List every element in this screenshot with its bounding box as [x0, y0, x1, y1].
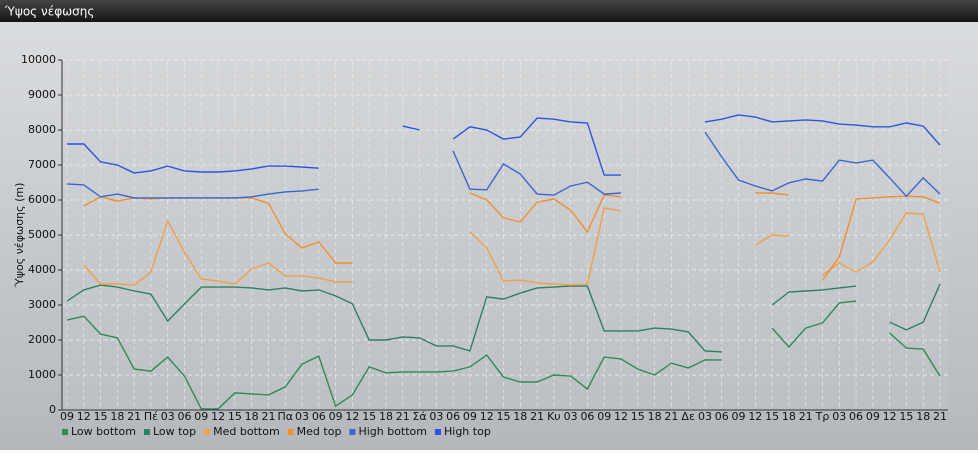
y-tick-label: 8000	[28, 123, 56, 136]
x-tick-label: 15	[362, 410, 376, 423]
legend-label: Med bottom	[213, 425, 280, 438]
x-tick-label: Πα	[277, 410, 293, 423]
x-tick-label: Τρ	[815, 410, 830, 423]
x-tick-label: 15	[94, 410, 108, 423]
x-tick-label: 06	[580, 410, 594, 423]
x-tick-label: 15	[631, 410, 645, 423]
x-tick-label: 21	[530, 410, 544, 423]
legend-label: Low top	[153, 425, 196, 438]
series-line	[66, 283, 941, 353]
y-tick-label: 10000	[21, 53, 56, 66]
legend-label: Low bottom	[71, 425, 136, 438]
x-tick-label: 06	[312, 410, 326, 423]
x-tick-label: 09	[732, 410, 746, 423]
x-tick-label: 03	[564, 410, 578, 423]
x-tick-label: 21	[664, 410, 678, 423]
y-tick-label: 6000	[28, 193, 56, 206]
x-tick-label: 06	[178, 410, 192, 423]
x-tick-label: 18	[379, 410, 393, 423]
y-tick-label: 9000	[28, 88, 56, 101]
x-tick-label: 21	[799, 410, 813, 423]
x-tick-label: 03	[832, 410, 846, 423]
legend-swatch	[349, 429, 356, 435]
x-tick-label: 12	[211, 410, 225, 423]
legend-swatch	[204, 429, 211, 435]
x-tick-label: 18	[648, 410, 662, 423]
x-tick-label: 12	[748, 410, 762, 423]
legend-swatch	[287, 429, 294, 435]
x-tick-label: 12	[345, 410, 359, 423]
x-tick-label: 18	[916, 410, 930, 423]
legend-swatch	[143, 429, 150, 435]
legend-label: Med top	[297, 425, 342, 438]
y-tick-label: 1000	[28, 368, 56, 381]
x-tick-label: 09	[866, 410, 880, 423]
legend-swatch	[62, 429, 68, 435]
y-tick-label: 4000	[28, 263, 56, 276]
legend-label: High top	[444, 425, 491, 438]
series-line	[67, 114, 941, 176]
x-tick-label: 21	[396, 410, 410, 423]
title-bar	[0, 0, 978, 22]
x-tick-label: 15	[228, 410, 242, 423]
x-tick-label: 18	[513, 410, 527, 423]
x-tick-label: 06	[715, 410, 729, 423]
x-tick-label: 09	[194, 410, 208, 423]
x-tick-label: 12	[614, 410, 628, 423]
y-tick-label: 2000	[28, 333, 56, 346]
y-tick-label: 7000	[28, 158, 56, 171]
legend-swatch	[435, 429, 441, 435]
x-tick-label: 03	[295, 410, 309, 423]
window-title: Ύψος νέφωσης	[4, 5, 94, 19]
x-tick-label: 21	[127, 410, 141, 423]
x-tick-label: Κυ	[547, 410, 561, 423]
series-line	[83, 207, 941, 286]
x-tick-label: 12	[480, 410, 494, 423]
x-tick-label: 18	[110, 410, 124, 423]
x-tick-label: 15	[765, 410, 779, 423]
x-tick-label: 09	[329, 410, 343, 423]
y-tick-label: 5000	[28, 228, 56, 241]
x-tick-label: 21	[261, 410, 275, 423]
x-tick-label: 15	[899, 410, 913, 423]
x-tick-label: 03	[429, 410, 443, 423]
series-line	[66, 300, 941, 410]
x-tick-label: 15	[497, 410, 511, 423]
x-tick-label: 12	[883, 410, 897, 423]
x-tick-label: Πέ	[144, 410, 158, 423]
x-tick-label: 03	[698, 410, 712, 423]
x-tick-label: 09	[597, 410, 611, 423]
x-tick-label: 03	[161, 410, 175, 423]
x-tick-label: 06	[446, 410, 460, 423]
x-tick-label: 09	[60, 410, 74, 423]
x-tick-label: 09	[463, 410, 477, 423]
x-tick-label: Σά	[412, 410, 426, 423]
x-tick-label: Δε	[681, 410, 695, 423]
y-tick-label: 3000	[28, 298, 56, 311]
x-tick-label: 06	[849, 410, 863, 423]
series-line	[66, 131, 941, 199]
x-tick-label: 21	[933, 410, 947, 423]
x-tick-label: 12	[77, 410, 91, 423]
legend-label: High bottom	[358, 425, 427, 438]
y-axis-label: Ύψος νέφωσης (m)	[13, 183, 26, 289]
x-tick-label: 18	[245, 410, 259, 423]
x-tick-label: 18	[782, 410, 796, 423]
y-tick-label: 0	[49, 403, 56, 416]
